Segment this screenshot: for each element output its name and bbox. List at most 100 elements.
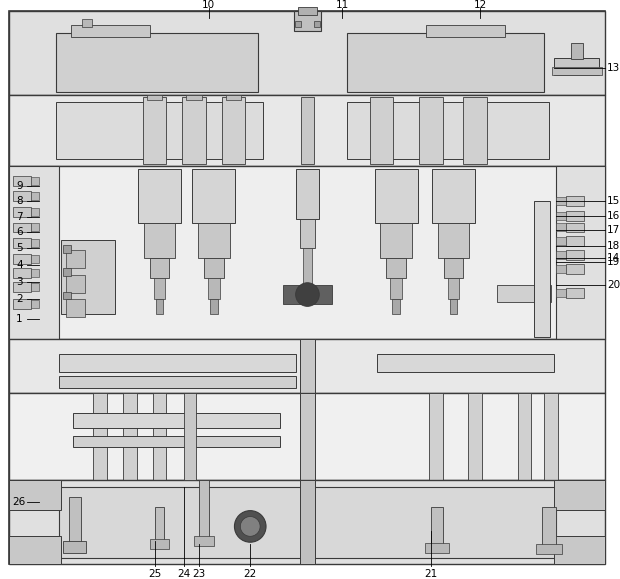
Bar xyxy=(298,8,317,15)
Bar xyxy=(9,166,59,339)
Text: 17: 17 xyxy=(607,225,620,236)
Text: 14: 14 xyxy=(607,253,620,263)
Bar xyxy=(391,278,402,299)
Bar xyxy=(14,299,31,309)
Bar xyxy=(283,285,332,305)
Bar xyxy=(198,223,229,258)
Bar xyxy=(432,169,475,223)
Bar xyxy=(226,95,241,100)
Text: 23: 23 xyxy=(192,569,206,579)
Bar xyxy=(9,480,606,564)
Bar xyxy=(199,480,209,539)
Bar xyxy=(431,507,443,546)
Bar xyxy=(143,97,166,164)
Bar xyxy=(221,97,246,164)
Circle shape xyxy=(296,283,319,306)
Bar xyxy=(73,435,280,448)
Bar xyxy=(31,208,39,215)
Bar xyxy=(14,222,31,232)
Bar xyxy=(542,507,556,546)
Bar xyxy=(192,169,236,223)
Bar xyxy=(56,33,258,92)
Bar xyxy=(571,43,583,58)
Bar xyxy=(450,299,458,314)
Bar xyxy=(347,102,549,159)
Bar xyxy=(156,299,164,314)
Bar xyxy=(73,413,280,428)
Bar xyxy=(31,239,39,247)
Bar xyxy=(556,265,566,273)
Text: 5: 5 xyxy=(16,243,23,253)
Bar xyxy=(66,250,86,268)
Bar xyxy=(544,393,558,480)
Circle shape xyxy=(241,516,260,536)
Bar xyxy=(71,25,149,37)
Bar xyxy=(63,292,71,299)
Bar xyxy=(554,480,606,510)
Bar xyxy=(144,223,175,258)
Bar xyxy=(14,239,31,248)
Bar xyxy=(556,237,566,245)
Bar xyxy=(59,376,296,389)
Bar xyxy=(194,536,214,546)
Text: 11: 11 xyxy=(335,1,348,10)
Bar xyxy=(294,12,321,31)
Text: 3: 3 xyxy=(16,277,23,287)
Text: 12: 12 xyxy=(474,1,487,10)
Bar xyxy=(299,393,316,480)
Bar xyxy=(566,222,584,232)
Bar xyxy=(438,223,469,258)
Text: 2: 2 xyxy=(16,295,23,305)
Bar xyxy=(9,12,606,95)
Bar xyxy=(426,25,505,37)
Bar xyxy=(444,258,463,278)
Bar xyxy=(448,278,459,299)
Text: 19: 19 xyxy=(607,257,620,267)
Bar xyxy=(63,268,71,276)
Bar xyxy=(296,169,319,218)
Bar xyxy=(210,299,218,314)
Text: 22: 22 xyxy=(244,569,257,579)
Bar xyxy=(9,536,61,564)
Text: 25: 25 xyxy=(148,569,161,579)
Bar xyxy=(63,245,71,253)
Bar xyxy=(61,240,115,314)
Text: 9: 9 xyxy=(16,181,23,191)
Circle shape xyxy=(234,511,266,542)
Bar xyxy=(66,299,86,317)
Text: 1: 1 xyxy=(16,314,23,324)
Bar xyxy=(566,196,584,206)
Bar xyxy=(9,166,606,339)
Bar xyxy=(208,278,219,299)
Bar xyxy=(31,255,39,263)
Bar xyxy=(566,264,584,274)
Bar xyxy=(552,67,601,75)
Text: 21: 21 xyxy=(424,569,438,579)
Bar xyxy=(556,223,566,232)
Bar xyxy=(31,301,39,309)
Bar xyxy=(534,201,550,337)
Text: 26: 26 xyxy=(13,497,26,507)
Bar xyxy=(82,19,92,27)
Bar xyxy=(556,212,566,219)
Bar xyxy=(419,97,443,164)
Bar xyxy=(14,254,31,264)
Bar xyxy=(154,278,166,299)
Bar xyxy=(69,497,81,546)
Text: 20: 20 xyxy=(607,280,620,290)
Bar xyxy=(303,248,312,302)
Bar xyxy=(381,223,412,258)
Bar xyxy=(31,269,39,277)
Bar xyxy=(299,339,316,532)
Bar xyxy=(463,97,487,164)
Bar xyxy=(518,393,531,480)
Bar xyxy=(556,166,606,339)
Text: 6: 6 xyxy=(16,228,23,237)
Bar xyxy=(138,169,181,223)
Bar xyxy=(566,211,584,221)
Bar xyxy=(154,507,164,541)
Bar xyxy=(146,95,162,100)
Bar xyxy=(63,541,86,553)
Text: 13: 13 xyxy=(607,63,620,72)
Bar xyxy=(554,58,598,75)
